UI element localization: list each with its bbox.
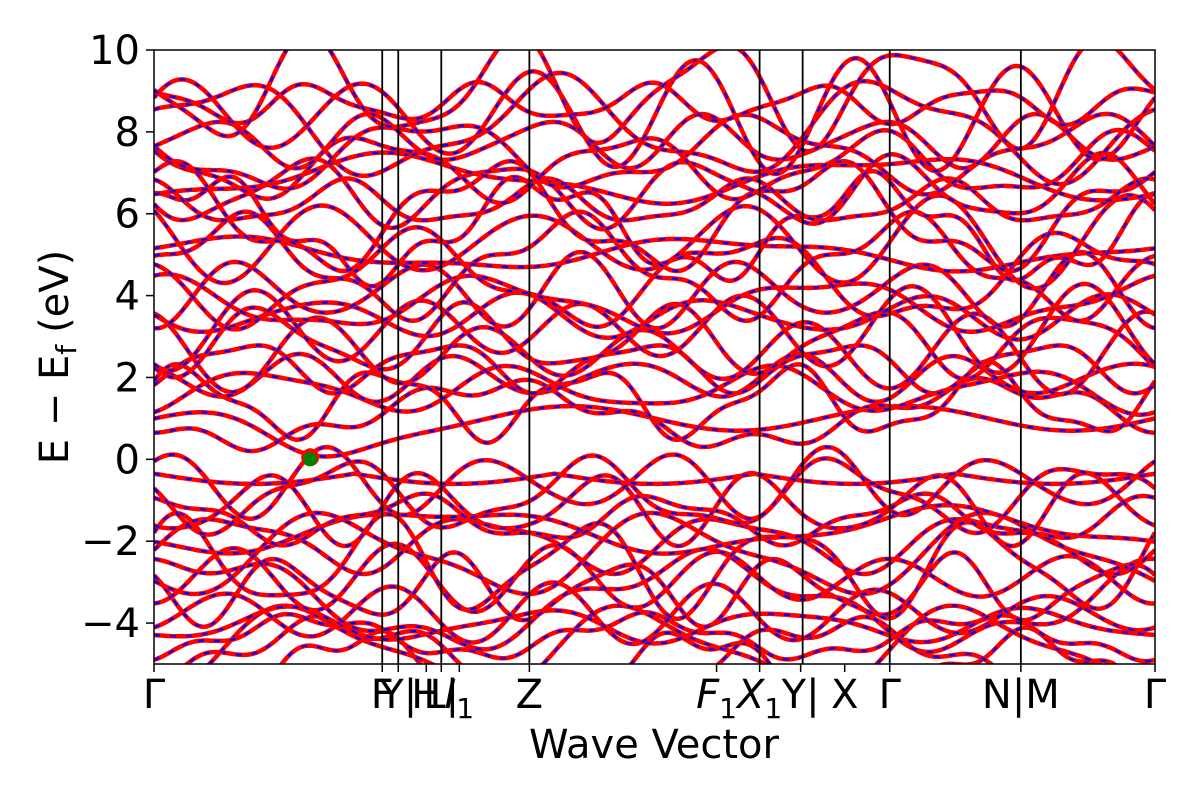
band-line-red [154, 453, 1155, 537]
band-line-blue-dashed [154, 160, 1155, 273]
x-tick-label: Γ [879, 672, 902, 718]
x-tick-label: N|M [982, 672, 1060, 718]
band-line-blue-dashed [154, 454, 1155, 536]
band-line-blue-dashed [154, 511, 1155, 596]
y-tick-label: 2 [115, 355, 140, 401]
band-line-blue-dashed [154, 471, 1155, 548]
band-line-red [154, 111, 1155, 171]
band-line-red [154, 176, 1155, 223]
y-axis-ticks: −4 −2 0 2 4 6 8 10 [81, 28, 154, 647]
band-line-blue-dashed [154, 547, 1155, 653]
x-tick-label: Γ [143, 672, 166, 718]
band-line-blue-dashed [154, 273, 1155, 335]
band-lines [154, 50, 1155, 664]
y-axis-title: E − Ef (eV) [32, 250, 83, 465]
x-tick-label: L| [423, 672, 459, 718]
plot-frame [153, 49, 1156, 665]
band-line-blue-dashed [154, 445, 1155, 520]
x-tick-label: H [411, 672, 441, 718]
band-line-red [154, 209, 1155, 324]
y-tick-label: 6 [115, 192, 140, 238]
band-line-blue-dashed [154, 518, 1155, 576]
y-tick-label: 0 [115, 437, 140, 483]
band-line-blue-dashed [154, 282, 1155, 374]
x-tick-label: Γ [1144, 672, 1167, 718]
band-line-red [154, 234, 1155, 274]
band-line-blue-dashed [154, 364, 1155, 416]
x-axis-title: Wave Vector [529, 722, 780, 768]
band-line-blue-dashed [154, 611, 1155, 663]
band-line-red [154, 50, 1155, 154]
band-line-blue-dashed [154, 551, 1155, 628]
band-line-blue-dashed [154, 251, 1155, 330]
markers [301, 448, 320, 467]
x-tick-label: Y| [378, 672, 417, 718]
high-symmetry-lines [381, 50, 1022, 664]
x-tick-label: I1 [444, 672, 474, 725]
band-line-red [154, 192, 1155, 291]
y-tick-label: 8 [115, 110, 140, 156]
band-line-blue-dashed [154, 71, 1155, 186]
band-line-blue-dashed [154, 301, 1155, 381]
x-tick-label: X [831, 672, 858, 718]
y-tick-label: −4 [81, 601, 140, 647]
band-line-red [154, 471, 1155, 487]
band-line-blue-dashed [154, 169, 1155, 288]
y-axis-title-sub: f [50, 344, 83, 355]
x-tick-label: Z [516, 672, 543, 718]
band-line-blue-dashed [154, 405, 1155, 458]
band-line-blue-dashed [280, 626, 1117, 664]
y-tick-label: −2 [81, 519, 140, 565]
cbm-marker-dot [303, 452, 318, 467]
y-axis-title-main: E − E [32, 355, 78, 465]
x-tick-label: X1 [735, 672, 782, 725]
x-tick-label: Y| [781, 672, 820, 718]
band-line-blue-dashed [154, 57, 1155, 175]
band-line-blue-dashed [154, 504, 1155, 555]
y-axis-title-unit: (eV) [32, 250, 78, 333]
band-line-red [154, 403, 1155, 459]
y-tick-label: 10 [89, 28, 140, 74]
band-line-red [154, 150, 1155, 232]
band-line-blue-dashed [154, 344, 1155, 395]
band-line-blue-dashed [154, 542, 1155, 613]
band-line-red [154, 79, 1155, 128]
band-line-blue-dashed [154, 605, 1155, 645]
svg-text:E − Ef(eV): E − Ef (eV) [32, 250, 83, 465]
band-line-blue-dashed [154, 151, 1155, 205]
x-tick-label: F [371, 672, 394, 718]
y-tick-label: 4 [115, 274, 140, 320]
x-axis-ticks: Γ FY|HL|I1 Z F1 X1 Y| X Γ N|M Γ [143, 664, 1167, 725]
x-tick-label: F1 [696, 672, 737, 725]
